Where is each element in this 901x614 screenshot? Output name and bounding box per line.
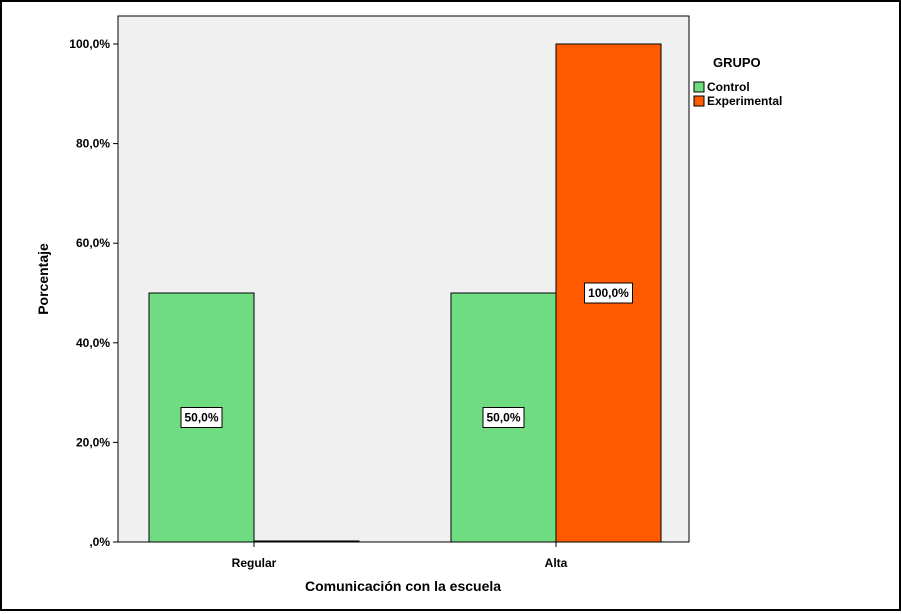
legend-swatch [693,81,705,93]
x-tick-label: Alta [545,556,568,570]
data-label-box [180,407,223,428]
bar [253,540,360,543]
data-label-box [482,407,525,428]
y-tick-label: ,0% [89,535,110,549]
y-tick-label: 60,0% [76,236,110,250]
legend-label: Control [707,80,750,94]
y-tick-label: 40,0% [76,336,110,350]
data-label: 100,0% [588,286,629,300]
legend-label: Experimental [707,94,782,108]
y-tick-label: 100,0% [69,37,110,51]
data-labels: 50,0% 50,0% 100,0% [180,282,633,428]
y-tick-label: 20,0% [76,435,110,449]
x-tick-label: Regular [232,556,277,570]
y-tick-label: 80,0% [76,137,110,151]
legend-title: GRUPO [713,55,761,70]
y-axis: ,0% 20,0% 40,0% 60,0% 80,0% 100,0% [69,37,118,549]
x-axis: Regular Alta [232,542,568,570]
data-label: 50,0% [184,411,218,425]
data-label-box [584,282,633,304]
y-axis-title: Porcentaje [35,243,51,315]
data-label: 50,0% [486,411,520,425]
legend-swatch [693,95,705,107]
x-axis-title: Comunicación con la escuela [305,578,501,594]
